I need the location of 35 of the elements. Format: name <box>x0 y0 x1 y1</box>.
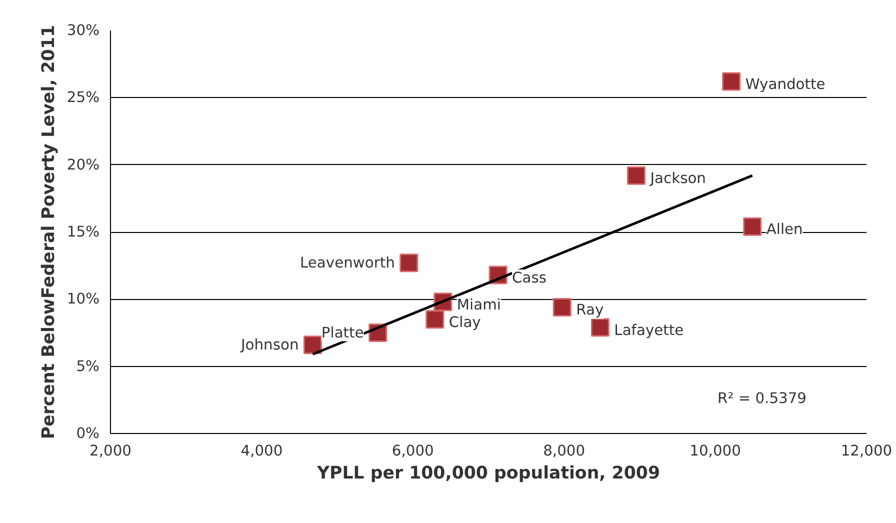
annotation: Allen <box>766 221 803 238</box>
point <box>303 336 322 354</box>
point <box>743 217 762 236</box>
y-tick-label: 5% <box>76 358 100 375</box>
x-tick-label: 2,000 <box>90 442 132 460</box>
x-tick-label: 6,000 <box>392 442 434 460</box>
point <box>426 310 444 329</box>
x-tick-label: 4,000 <box>240 442 283 460</box>
annotation: Jackson <box>649 170 706 188</box>
point <box>590 318 610 337</box>
annotation: Miami <box>456 296 501 314</box>
annotation: Wyandotte <box>745 76 826 94</box>
point <box>400 254 418 272</box>
x-tick-label: 12,000 <box>840 442 892 460</box>
x-tick-label: 10,000 <box>690 442 741 460</box>
y-tick-label: 30% <box>66 22 100 39</box>
annotation: Ray <box>576 302 604 319</box>
annotation: Lafayette <box>614 322 684 339</box>
annotation: Platte <box>321 324 364 342</box>
y-tick-label: 20% <box>66 156 100 174</box>
y-tick-label: 0% <box>76 425 100 442</box>
y-tick-label: 10% <box>66 290 100 308</box>
annotation: Cass <box>512 269 547 286</box>
annotation: Clay <box>448 314 482 331</box>
point <box>722 72 741 91</box>
annotation: Leavenworth <box>300 254 395 272</box>
y-tick-label: 15% <box>66 224 100 240</box>
point <box>626 166 646 185</box>
x-tick-label: 8,000 <box>543 442 586 460</box>
point <box>552 298 572 316</box>
annotation: R² = 0.5379 <box>718 390 807 407</box>
y-tick-label: 25% <box>66 89 100 106</box>
annotation: Johnson <box>240 336 299 354</box>
y-axis-title: Percent BelowFederal Poverty Level, 2011 <box>38 24 59 440</box>
x-axis-title: YPLL per 100,000 population, 2009 <box>316 464 660 484</box>
